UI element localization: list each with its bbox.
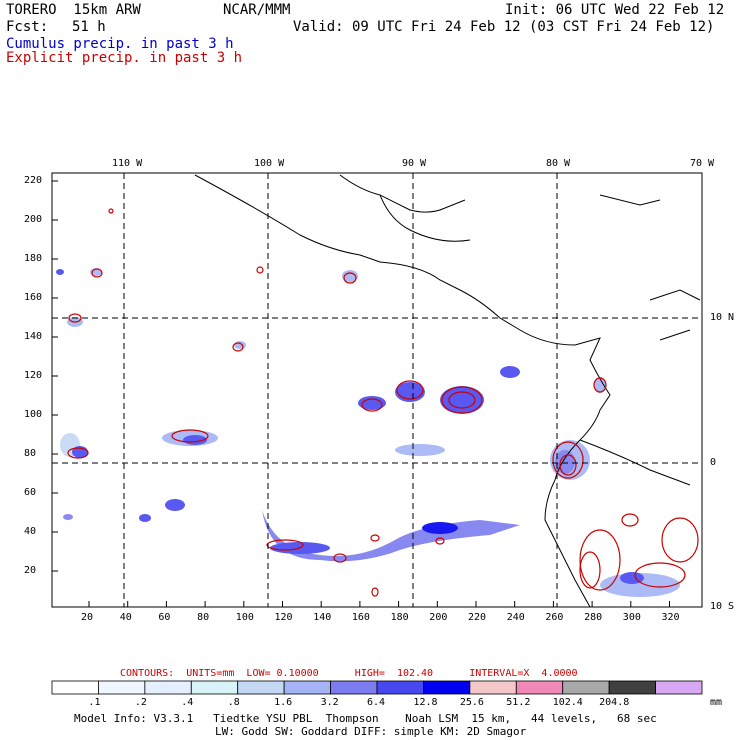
x-tick-label: 280 [584, 612, 603, 623]
y-tick-label: 180 [24, 253, 43, 264]
y-tick-label: 60 [24, 487, 37, 498]
model-title: TORERO 15km ARW [6, 2, 141, 18]
x-tick-label: 260 [545, 612, 564, 623]
x-tick-label: 160 [351, 612, 370, 623]
colorbar-label: 6.4 [367, 697, 386, 708]
x-tick-label: 80 [197, 612, 210, 623]
colorbar-label: 3.2 [320, 697, 339, 708]
colorbar-label: 51.2 [506, 697, 531, 708]
cumulus-precip-label: Cumulus precip. in past 3 h [6, 36, 234, 52]
explicit-precip-contours [67, 208, 699, 597]
lon-label-90w: 90 W [402, 158, 427, 169]
axis-ticks [52, 180, 670, 607]
colorbar-swatch [144, 680, 192, 695]
lon-label-70w: 70 W [690, 158, 715, 169]
y-tick-label: 140 [24, 331, 43, 342]
colorbar-swatch [98, 680, 146, 695]
colorbar-swatch [190, 680, 239, 695]
explicit-precip-label: Explicit precip. in past 3 h [6, 50, 243, 66]
x-tick-label: 220 [468, 612, 487, 623]
y-tick-label: 120 [24, 370, 43, 381]
colorbar-swatch [376, 680, 424, 695]
x-tick-label: 200 [429, 612, 448, 623]
colorbar-label: 1.6 [274, 697, 293, 708]
cumulus-precip-shading [56, 268, 680, 597]
physics-info: LW: Godd SW: Goddard DIFF: simple KM: 2D… [215, 725, 527, 738]
x-tick-label: 180 [390, 612, 409, 623]
colorbar-label: 25.6 [459, 697, 484, 708]
colorbar-label: 102.4 [552, 697, 583, 708]
colorbar-swatch [423, 680, 471, 695]
colorbar-swatch [51, 680, 99, 695]
y-tick-label: 80 [24, 448, 37, 459]
y-tick-label: 40 [24, 526, 37, 537]
lon-label-110w: 110 W [112, 158, 143, 169]
lat-label-10s: 10 S [710, 601, 735, 612]
x-tick-label: 40 [119, 612, 132, 623]
forecast-hours: 51 h [72, 19, 106, 35]
y-tick-label: 220 [24, 175, 43, 186]
colorbar-swatch [562, 680, 610, 695]
x-tick-label: 300 [622, 612, 641, 623]
colorbar-swatch [469, 680, 517, 695]
model-info: Model Info: V3.3.1 Tiedtke YSU PBL Thomp… [74, 712, 657, 725]
colorbar-label: 12.8 [413, 697, 438, 708]
y-tick-label: 100 [24, 409, 43, 420]
colorbar-label: .2 [134, 697, 147, 708]
forecast-label: Fcst: [6, 19, 49, 35]
colorbar-swatch [283, 680, 331, 695]
colorbar [51, 680, 703, 695]
x-tick-label: 100 [235, 612, 254, 623]
colorbar-label: .8 [227, 697, 240, 708]
lat-lon-grid [52, 173, 702, 607]
organization-label: NCAR/MMM [223, 2, 291, 18]
colorbar-label: .4 [181, 697, 194, 708]
x-tick-label: 320 [661, 612, 680, 623]
colorbar-swatch [330, 680, 378, 695]
y-tick-label: 200 [24, 214, 43, 225]
y-tick-label: 160 [24, 292, 43, 303]
x-tick-label: 240 [506, 612, 525, 623]
colorbar-label: .1 [88, 697, 101, 708]
valid-time: Valid: 09 UTC Fri 24 Feb 12 (03 CST Fri … [293, 19, 715, 35]
colorbar-label: 204.8 [599, 697, 630, 708]
coastlines [194, 174, 701, 608]
contours-info: CONTOURS: UNITS=mm LOW= 0.10000 HIGH= 10… [120, 668, 578, 679]
x-tick-label: 120 [274, 612, 293, 623]
x-tick-label: 140 [313, 612, 332, 623]
lon-label-100w: 100 W [254, 158, 285, 169]
colorbar-swatch [608, 680, 656, 695]
colorbar-unit: mm [710, 697, 723, 708]
lat-label-10n: 10 N [710, 312, 735, 323]
y-tick-label: 20 [24, 565, 37, 576]
lon-label-80w: 80 W [546, 158, 571, 169]
lat-label-0: 0 [710, 457, 717, 468]
colorbar-swatch [655, 680, 703, 695]
x-tick-label: 20 [81, 612, 94, 623]
colorbar-swatch [237, 680, 285, 695]
x-tick-label: 60 [158, 612, 171, 623]
init-time: Init: 06 UTC Wed 22 Feb 12 [505, 2, 725, 18]
colorbar-swatch [515, 680, 564, 695]
